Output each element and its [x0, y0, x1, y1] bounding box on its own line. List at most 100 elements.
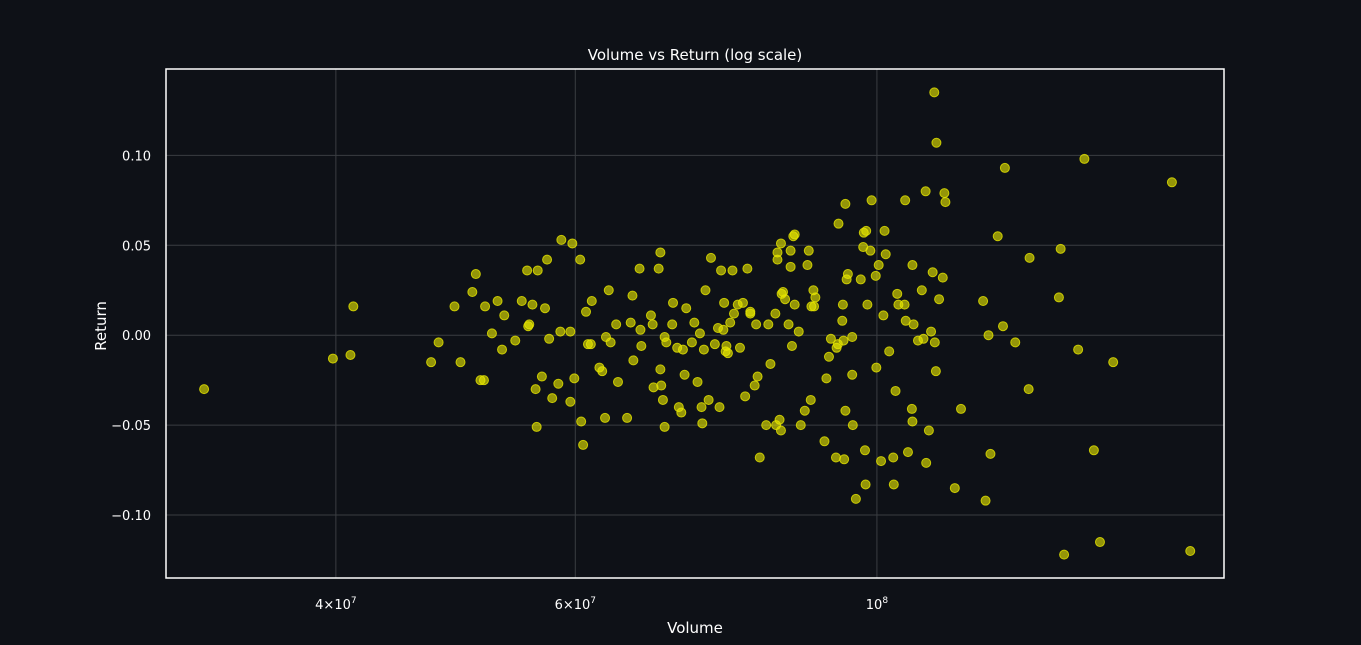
scatter-point [681, 303, 692, 314]
scatter-point [486, 328, 497, 339]
scatter-point [927, 267, 938, 278]
scatter-point [698, 344, 709, 355]
y-axis-ticks: 0.10 0.05 0.00 −0.05 −0.10 [111, 149, 151, 524]
scatter-point [978, 296, 989, 307]
x-tick-times: ×10 [323, 598, 350, 613]
y-tick-label: −0.10 [111, 509, 151, 524]
scatter-point [510, 335, 521, 346]
x-axis-title: Volume [667, 619, 723, 637]
scatter-point [719, 297, 730, 308]
scatter-point [921, 457, 932, 468]
scatter-point [765, 358, 776, 369]
scatter-point [934, 294, 945, 305]
scatter-point [861, 225, 872, 236]
scatter-point [433, 337, 444, 348]
scatter-point [929, 337, 940, 348]
scatter-point [667, 319, 678, 330]
scatter-point [569, 373, 580, 384]
x-tick-base: 10 [866, 598, 883, 613]
scatter-point [727, 265, 738, 276]
scatter-point [821, 373, 832, 384]
scatter-point [679, 369, 690, 380]
scatter-point [689, 317, 700, 328]
scatter-point [842, 269, 853, 280]
scatter-point [823, 351, 834, 362]
scatter-point [647, 319, 658, 330]
scatter-point [597, 366, 608, 377]
scatter-point [795, 420, 806, 431]
x-tick-label: 108 [866, 596, 889, 613]
scatter-point [876, 456, 887, 467]
scatter-point [880, 249, 891, 260]
scatter-point [455, 357, 466, 368]
scatter-point [655, 364, 666, 375]
scatter-point [785, 245, 796, 256]
scatter-point [656, 380, 667, 391]
scatter-point [850, 493, 861, 504]
scatter-point [522, 265, 533, 276]
scatter-point [705, 252, 716, 263]
scatter-point [830, 452, 841, 463]
plot-frame [165, 68, 1225, 579]
scatter-point [426, 357, 437, 368]
scatter-point [793, 326, 804, 337]
scatter-point [763, 319, 774, 330]
scatter-point [531, 421, 542, 432]
scatter-point [1023, 384, 1034, 395]
scatter-point [940, 197, 951, 208]
scatter-point [819, 436, 830, 447]
scatter-point [686, 337, 697, 348]
x-tick-label: 6×107 [555, 596, 596, 613]
scatter-point [722, 348, 733, 359]
scatter-point [900, 195, 911, 206]
scatter-point [866, 195, 877, 206]
scatter-point [1010, 337, 1021, 348]
scatter-point [937, 272, 948, 283]
scatter-point [605, 337, 616, 348]
scatter-point [716, 265, 727, 276]
x-tick-exponent: 7 [590, 596, 596, 606]
scatter-point [786, 340, 797, 351]
chart-title: Volume vs Return (log scale) [588, 46, 803, 64]
x-tick-label: 4×107 [315, 596, 356, 613]
scatter-point [1166, 177, 1177, 188]
scatter-point [1059, 549, 1070, 560]
scatter-point [802, 260, 813, 271]
scatter-point [628, 355, 639, 366]
scatter-point [536, 371, 547, 382]
scatter-point [810, 292, 821, 303]
scatter-point [1053, 292, 1064, 303]
scatter-point [907, 260, 918, 271]
scatter-point [709, 339, 720, 350]
scatter-point [884, 346, 895, 357]
scatter-point [725, 317, 736, 328]
scatter-point [838, 335, 849, 346]
scatter-point [1055, 243, 1066, 254]
scatter-point [785, 261, 796, 272]
scatter-point [575, 254, 586, 265]
scatter-point [772, 247, 783, 258]
scatter-point [553, 378, 564, 389]
scatter-point [902, 447, 913, 458]
scatter-point [774, 414, 785, 425]
scatter-point [847, 369, 858, 380]
scatter-point [799, 405, 810, 416]
scatter-point [888, 452, 899, 463]
scatter-point [754, 452, 765, 463]
scatter-point [865, 245, 876, 256]
x-tick-exponent: 8 [882, 596, 888, 606]
scatter-point [499, 310, 510, 321]
scatter-point [916, 285, 927, 296]
scatter-point [611, 319, 622, 330]
scatter-point [862, 299, 873, 310]
grid-lines [166, 69, 1224, 578]
scatter-point [634, 263, 645, 274]
scatter-point [780, 294, 791, 305]
scatter-point [478, 375, 489, 386]
scatter-point [542, 254, 553, 265]
scatter-point [578, 439, 589, 450]
scatter-point [837, 315, 848, 326]
scatter-point [1185, 546, 1196, 557]
scatter-point [703, 394, 714, 405]
scatter-point [742, 263, 753, 274]
